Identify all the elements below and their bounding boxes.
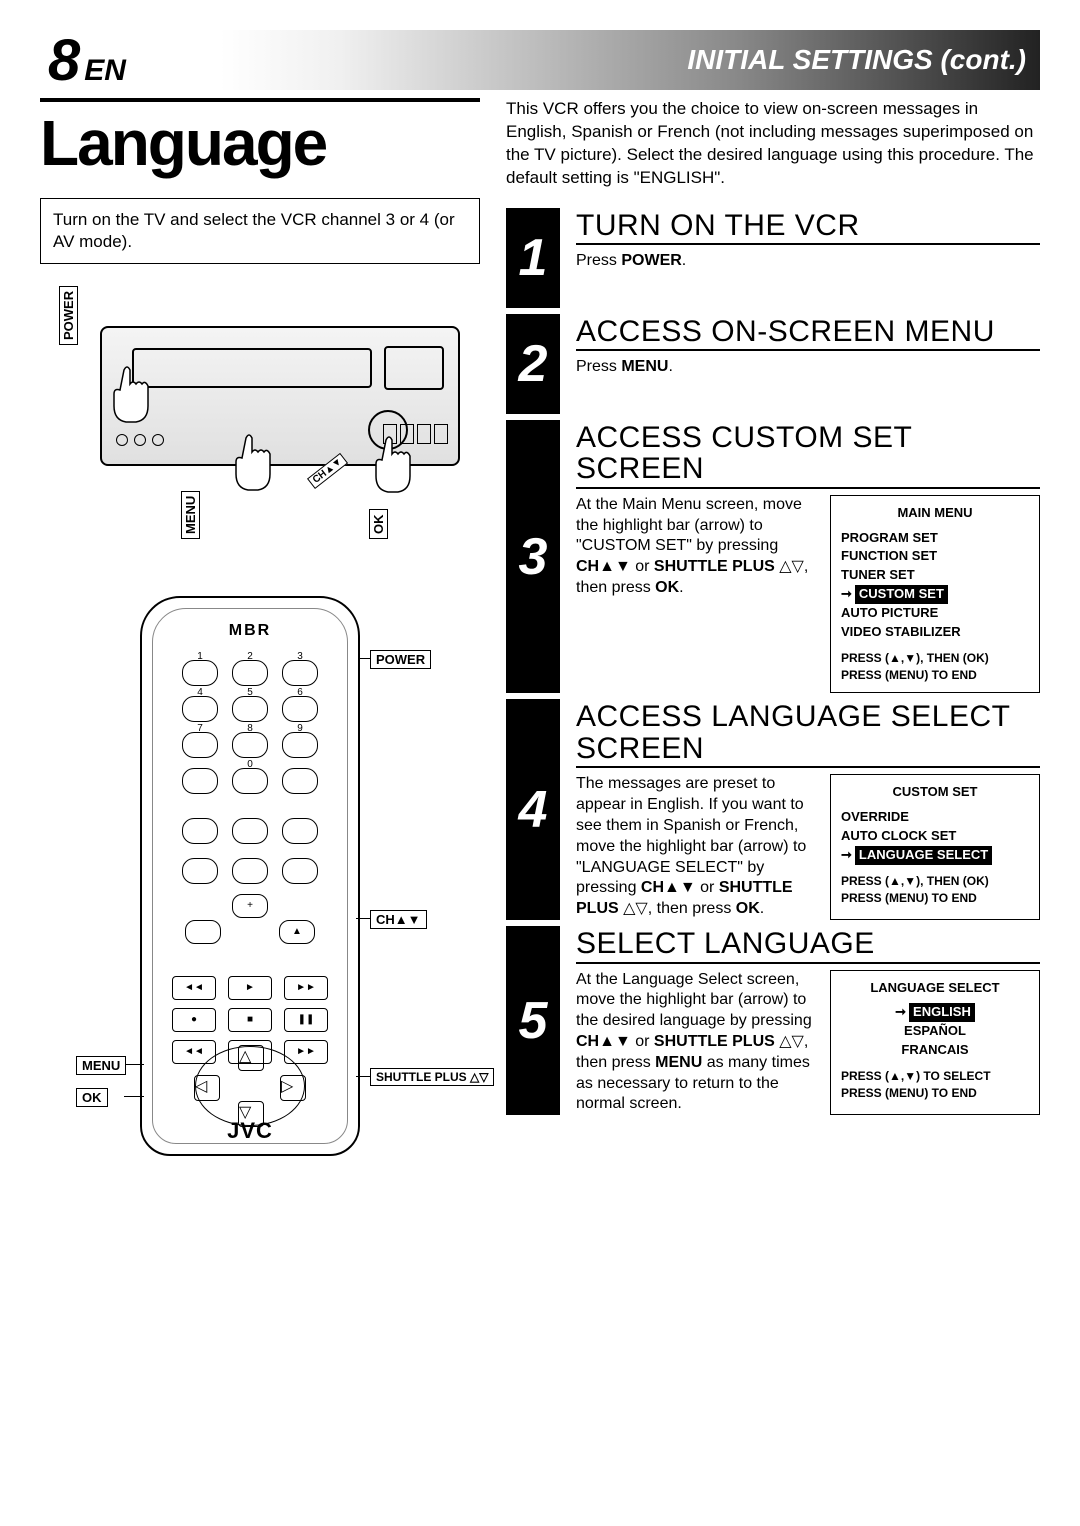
page-number-block: 8 EN (40, 27, 126, 94)
remote-brand-top: MBR (142, 622, 358, 640)
section-title: INITIAL SETTINGS (cont.) (687, 44, 1040, 76)
intro-text: This VCR offers you the choice to view o… (506, 98, 1040, 190)
osd-language-select: LANGUAGE SELECT ENGLISH ESPAÑOL FRANCAIS… (830, 970, 1040, 1116)
remote-label-shuttle: SHUTTLE PLUS △▽ (370, 1068, 494, 1086)
page-title: Language (40, 106, 480, 180)
hand-icon (230, 432, 274, 492)
remote-brand-bottom: JVC (142, 1118, 358, 1144)
step-number: 1 (506, 208, 560, 308)
step-number: 3 (506, 420, 560, 694)
vcr-label-ok: OK (369, 510, 388, 540)
remote-label-menu: MENU (76, 1056, 126, 1075)
step-text: Press MENU. (576, 357, 1040, 378)
step-heading: TURN ON THE VCR (576, 210, 1040, 246)
step-heading: ACCESS CUSTOM SET SCREEN (576, 422, 1040, 489)
osd-main-menu: MAIN MENU PROGRAM SET FUNCTION SET TUNER… (830, 495, 1040, 694)
step-4: 4 ACCESS LANGUAGE SELECT SCREEN The mess… (506, 699, 1040, 920)
step-text: Press POWER. (576, 251, 1040, 272)
step-heading: SELECT LANGUAGE (576, 928, 1040, 964)
pre-instruction-box: Turn on the TV and select the VCR channe… (40, 198, 480, 264)
hand-icon (108, 364, 152, 424)
step-number: 5 (506, 926, 560, 1115)
remote-label-power: POWER (370, 650, 431, 669)
vcr-label-menu: MENU (181, 491, 200, 539)
page-header: 8 EN INITIAL SETTINGS (cont.) (40, 30, 1040, 90)
step-2: 2 ACCESS ON-SCREEN MENU Press MENU. (506, 314, 1040, 414)
osd-custom-set: CUSTOM SET OVERRIDE AUTO CLOCK SET LANGU… (830, 774, 1040, 920)
remote-diagram: MBR 123 456 789 0 + ▲ ◄◄►►► ●■❚❚ ◄◄► (80, 596, 440, 1156)
lang-code: EN (84, 54, 126, 88)
step-3: 3 ACCESS CUSTOM SET SCREEN At the Main M… (506, 420, 1040, 694)
step-text: At the Main Menu screen, move the highli… (576, 495, 816, 694)
step-heading: ACCESS LANGUAGE SELECT SCREEN (576, 701, 1040, 768)
step-text: The messages are preset to appear in Eng… (576, 774, 816, 920)
page-number: 8 (48, 27, 80, 94)
step-number: 4 (506, 699, 560, 920)
step-1: 1 TURN ON THE VCR Press POWER. (506, 208, 1040, 308)
step-heading: ACCESS ON-SCREEN MENU (576, 316, 1040, 352)
hand-icon (370, 434, 414, 494)
vcr-label-power: POWER (59, 286, 78, 345)
vcr-diagram: POWER MENU CH▲▼ OK (40, 286, 480, 586)
remote-label-ch: CH▲▼ (370, 910, 427, 929)
remote-label-ok: OK (76, 1088, 108, 1107)
step-number: 2 (506, 314, 560, 414)
title-rule (40, 98, 480, 102)
step-text: At the Language Select screen, move the … (576, 970, 816, 1116)
step-5: 5 SELECT LANGUAGE At the Language Select… (506, 926, 1040, 1115)
